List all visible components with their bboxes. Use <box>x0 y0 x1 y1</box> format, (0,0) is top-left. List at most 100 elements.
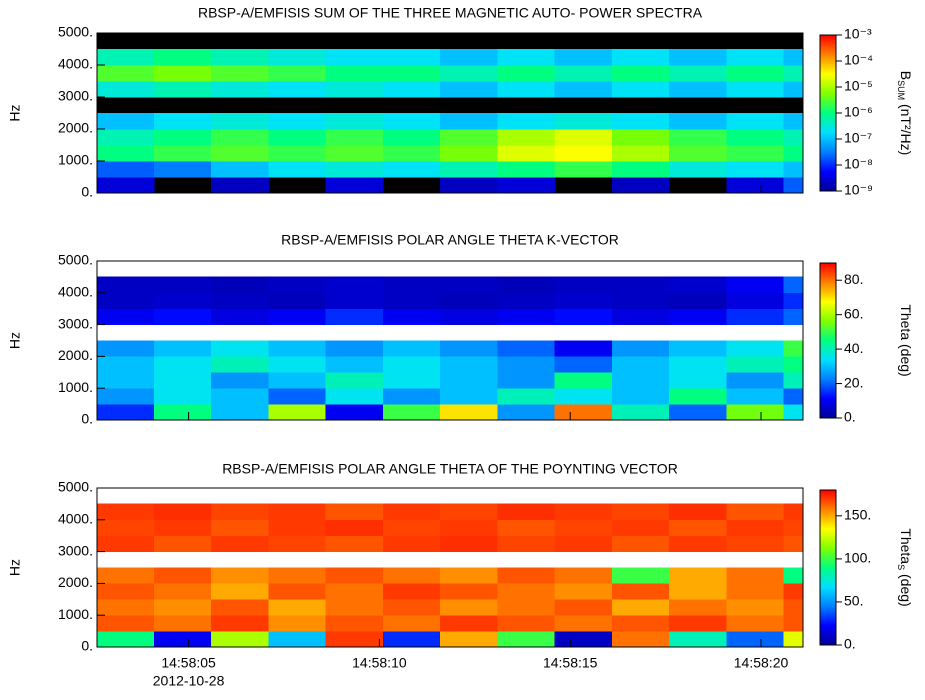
heatmap-cell <box>382 144 441 162</box>
colorbar-label: ThetaS (deg) <box>896 528 915 606</box>
heatmap-cell <box>268 308 327 325</box>
y-tick-label: 4000. <box>58 511 93 527</box>
heatmap-cell <box>325 128 384 146</box>
heatmap-cell <box>669 599 727 616</box>
y-axis-label: Hz <box>7 104 23 121</box>
heatmap-cell <box>325 599 384 616</box>
x-tick-label: 14:58:10 <box>352 655 407 671</box>
heatmap-cell <box>669 583 727 600</box>
heatmap-cell <box>325 160 384 178</box>
heatmap-cell <box>554 64 613 82</box>
heatmap-cell <box>669 276 727 294</box>
colorbar-tick-label: 10⁻⁴ <box>844 52 873 68</box>
heatmap-cell <box>726 128 785 146</box>
heatmap-cell <box>268 340 327 357</box>
heatmap-cell <box>669 340 727 357</box>
heatmap-cell <box>440 64 498 82</box>
heatmap-cell <box>268 614 327 632</box>
heatmap-cell <box>268 356 327 373</box>
heatmap-cell <box>440 128 498 146</box>
heatmap-cell <box>153 292 212 309</box>
heatmap-cell <box>783 372 804 389</box>
heatmap-cell <box>440 176 498 194</box>
heatmap-cell <box>554 144 613 162</box>
heatmap-cell <box>96 144 155 162</box>
colorbar-frame <box>819 489 837 646</box>
y-axis-label: Hz <box>7 332 23 349</box>
heatmap-cell <box>325 64 384 82</box>
heatmap-cell <box>497 144 556 162</box>
heatmap-cell <box>96 176 155 194</box>
heatmap-cell <box>211 535 269 552</box>
heatmap-cell <box>611 128 670 146</box>
heatmap-cell <box>554 48 613 66</box>
colorbar <box>820 490 836 645</box>
heatmap-cell <box>96 276 155 294</box>
y-tick-label: 0. <box>81 411 93 427</box>
colorbar-tick-label: 10⁻⁸ <box>844 156 873 172</box>
y-tick-label: 2000. <box>58 574 93 590</box>
heatmap-cell <box>726 112 785 130</box>
heatmap-cell <box>669 112 727 130</box>
heatmap-cell <box>611 630 670 648</box>
heatmap-cell <box>211 144 269 162</box>
y-tick-label: 1000. <box>58 152 93 168</box>
colorbar-tick-label: 60. <box>844 305 863 321</box>
heatmap-cell <box>783 160 804 178</box>
heatmap-cell <box>96 599 155 616</box>
colorbar-tick-label: 10⁻³ <box>844 26 872 42</box>
colorbar-tick-label: 10⁻⁵ <box>844 78 873 94</box>
heatmap-cell <box>153 276 212 294</box>
heatmap-cell <box>382 403 441 421</box>
heatmap-cell <box>440 403 498 421</box>
heatmap-cell <box>783 176 804 194</box>
heatmap-cell <box>497 630 556 648</box>
heatmap-cell <box>611 308 670 325</box>
heatmap-cell <box>554 567 613 584</box>
heatmap-cell <box>153 48 212 66</box>
heatmap-cell <box>211 160 269 178</box>
heatmap-cell <box>669 48 727 66</box>
heatmap-cell <box>611 387 670 405</box>
heatmap-cell <box>96 519 155 536</box>
heatmap-cell <box>440 308 498 325</box>
heatmap-cell <box>153 144 212 162</box>
colorbar-tick-label: 80. <box>844 271 863 287</box>
heatmap-cell <box>611 583 670 600</box>
heatmap-cell <box>440 292 498 309</box>
y-tick-label: 3000. <box>58 315 93 331</box>
heatmap-cell <box>611 292 670 309</box>
heatmap-cell <box>268 567 327 584</box>
colorbar-tick-label: 10⁻⁷ <box>844 130 872 146</box>
colorbar-tick-label: 0. <box>844 409 856 425</box>
heatmap-cell <box>611 614 670 632</box>
heatmap-cell <box>96 48 155 66</box>
heatmap-cell <box>669 403 727 421</box>
heatmap-cell <box>440 340 498 357</box>
colorbar-tick-label: 50. <box>844 593 863 609</box>
heatmap-cell <box>382 128 441 146</box>
colorbar-tick-label: 150. <box>844 507 871 523</box>
colorbar-label: Theta (deg) <box>898 304 914 376</box>
heatmap-cell <box>783 403 804 421</box>
heatmap-cell <box>211 583 269 600</box>
heatmap-cell <box>611 48 670 66</box>
heatmap-cell <box>497 64 556 82</box>
heatmap-cell <box>669 292 727 309</box>
heatmap-cell <box>211 64 269 82</box>
heatmap-cell <box>611 372 670 389</box>
colorbar-tick-label: 40. <box>844 340 863 356</box>
heatmap-cell <box>211 340 269 357</box>
heatmap-cell <box>669 503 727 521</box>
heatmap-cell <box>325 583 384 600</box>
colorbar <box>820 35 836 191</box>
heatmap-cell <box>96 356 155 373</box>
heatmap-cell <box>440 599 498 616</box>
heatmap-cell <box>554 403 613 421</box>
heatmap-cell <box>440 48 498 66</box>
heatmap-cell <box>153 372 212 389</box>
heatmap-cell <box>611 519 670 536</box>
heatmap-cell <box>153 614 212 632</box>
heatmap-cell <box>153 630 212 648</box>
